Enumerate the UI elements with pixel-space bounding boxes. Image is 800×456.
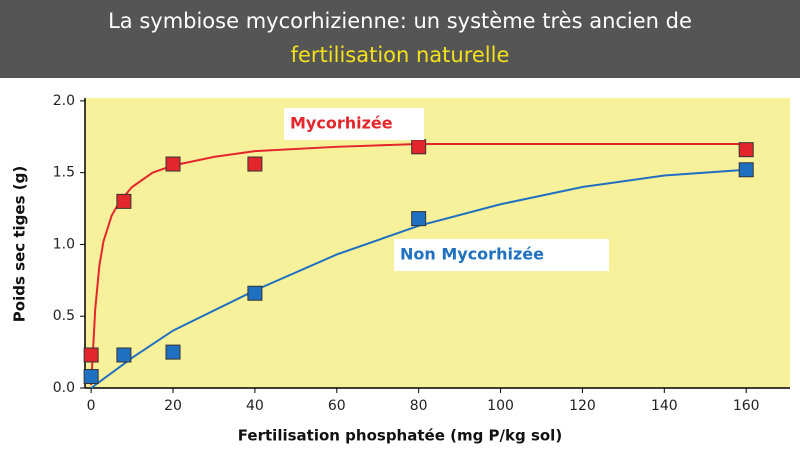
data-point [165,344,181,360]
data-point [83,347,99,363]
y-tick-label: 1.5 [53,165,75,181]
x-tick-label: 80 [410,398,428,414]
data-point [411,211,427,227]
y-axis-label: Poids sec tiges (g) [11,166,29,322]
x-tick-label: 160 [733,398,760,414]
y-tick-label: 2.0 [53,93,75,109]
data-point [411,139,427,155]
data-point [247,285,263,301]
x-tick-label: 100 [487,398,514,414]
x-axis-label: Fertilisation phosphatée (mg P/kg sol) [238,427,562,445]
data-point [83,369,99,385]
y-tick-label: 0.5 [53,308,75,324]
series-label: Non Mycorhizée [400,245,544,264]
data-point [247,156,263,172]
label-box [284,108,424,140]
fit-curve [90,142,747,386]
label-box [394,239,609,271]
x-tick-label: 60 [328,398,346,414]
title-banner [0,0,800,78]
data-point [738,162,754,178]
data-point [165,156,181,172]
x-tick-label: 40 [246,398,264,414]
x-tick-label: 120 [569,398,596,414]
series-label: Mycorhizée [290,114,393,133]
data-point [116,193,132,209]
y-tick-label: 1.0 [53,236,75,252]
y-tick-label: 0.0 [53,380,75,396]
x-tick-label: 140 [651,398,678,414]
title-line: La symbiose mycorhizienne: un système tr… [108,9,692,33]
x-tick-label: 20 [164,398,182,414]
x-tick-label: 0 [87,398,96,414]
data-point [738,142,754,158]
fit-curve [90,168,747,389]
title-line: fertilisation naturelle [291,43,510,67]
data-point [116,347,132,363]
